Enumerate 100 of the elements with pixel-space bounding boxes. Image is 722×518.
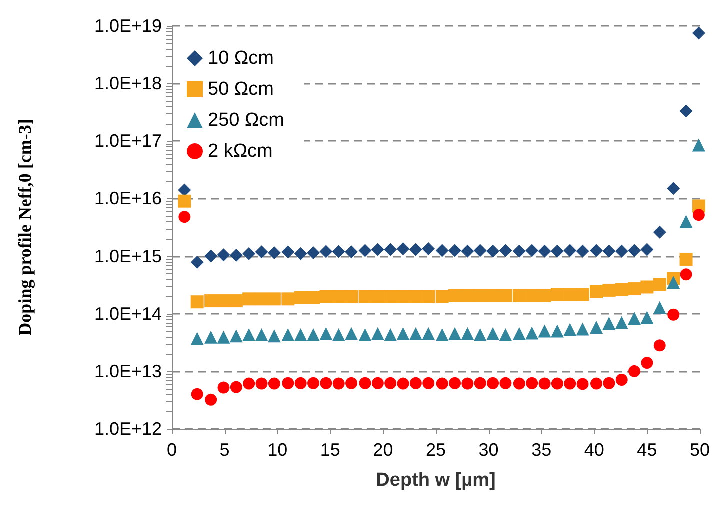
point <box>230 381 242 394</box>
point <box>307 291 320 304</box>
y-tick-label: 1.0E+12 <box>94 419 162 439</box>
point <box>653 278 666 292</box>
x-tick-label: 20 <box>373 440 394 460</box>
point <box>332 290 346 304</box>
point <box>550 288 564 302</box>
x-tick-label: 25 <box>426 440 446 460</box>
point <box>564 378 576 390</box>
point <box>436 378 448 390</box>
point <box>615 244 628 258</box>
point <box>692 209 705 222</box>
point <box>422 377 435 390</box>
point <box>396 290 410 304</box>
point <box>190 256 204 269</box>
point <box>294 328 308 342</box>
point <box>576 288 590 302</box>
point <box>449 377 462 390</box>
point <box>538 289 552 302</box>
point <box>590 285 604 298</box>
point <box>615 283 628 296</box>
point <box>204 250 218 263</box>
point <box>602 284 616 297</box>
point <box>294 377 307 390</box>
point <box>358 328 372 342</box>
point <box>371 290 384 304</box>
point <box>692 26 706 40</box>
point <box>204 330 218 344</box>
x-axis-title: Depth w [µm] <box>376 470 496 491</box>
point <box>692 138 706 152</box>
point <box>242 292 256 306</box>
point <box>513 378 526 390</box>
point <box>178 211 191 224</box>
point <box>654 340 666 352</box>
point <box>217 330 230 344</box>
point <box>564 288 577 302</box>
point <box>448 327 462 340</box>
point <box>255 246 268 259</box>
point <box>590 378 603 390</box>
x-tick-label: 50 <box>690 440 710 460</box>
point <box>602 317 616 330</box>
point <box>499 289 512 302</box>
point <box>358 290 372 304</box>
point <box>616 374 628 386</box>
point <box>205 394 218 406</box>
point <box>641 357 654 370</box>
point <box>474 377 486 390</box>
point <box>230 294 243 308</box>
point <box>474 289 487 302</box>
point <box>538 324 552 338</box>
point <box>668 308 680 321</box>
point <box>461 289 474 302</box>
point <box>332 378 345 390</box>
point <box>255 292 268 306</box>
point <box>462 378 474 390</box>
point <box>345 246 358 259</box>
y-tick-label: 1.0E+18 <box>94 74 162 94</box>
x-tick-label: 35 <box>532 440 552 460</box>
point <box>576 244 590 258</box>
y-tick-label: 1.0E+14 <box>94 304 162 324</box>
x-tick-label: 5 <box>220 440 230 460</box>
point <box>512 289 526 302</box>
point <box>384 328 398 342</box>
point <box>474 328 487 342</box>
point <box>282 292 295 306</box>
point <box>436 328 449 342</box>
point <box>628 365 641 378</box>
point <box>230 330 243 343</box>
y-tick-label: 1.0E+15 <box>94 246 162 266</box>
point <box>396 242 410 256</box>
point <box>680 215 693 228</box>
x-tick-label: 45 <box>637 440 658 460</box>
point <box>320 245 333 258</box>
point <box>448 289 462 302</box>
point <box>486 244 500 258</box>
legend-label: 2 kΩcm <box>208 141 273 162</box>
point <box>487 377 500 390</box>
point <box>680 268 692 281</box>
point <box>461 244 474 258</box>
point <box>320 290 333 304</box>
point <box>615 316 628 330</box>
point <box>282 377 294 390</box>
point <box>436 244 449 258</box>
point <box>282 328 295 342</box>
point <box>320 377 332 390</box>
x-tick-label: 10 <box>268 440 288 460</box>
point <box>409 243 422 256</box>
point <box>538 378 551 390</box>
point <box>640 311 654 324</box>
point <box>409 327 422 340</box>
point <box>538 244 552 258</box>
point <box>422 242 436 256</box>
point <box>500 377 512 390</box>
point <box>486 289 500 302</box>
point <box>410 377 422 390</box>
point <box>332 328 346 342</box>
point <box>526 289 539 302</box>
point <box>190 332 204 346</box>
point <box>371 327 384 340</box>
point <box>436 290 449 304</box>
